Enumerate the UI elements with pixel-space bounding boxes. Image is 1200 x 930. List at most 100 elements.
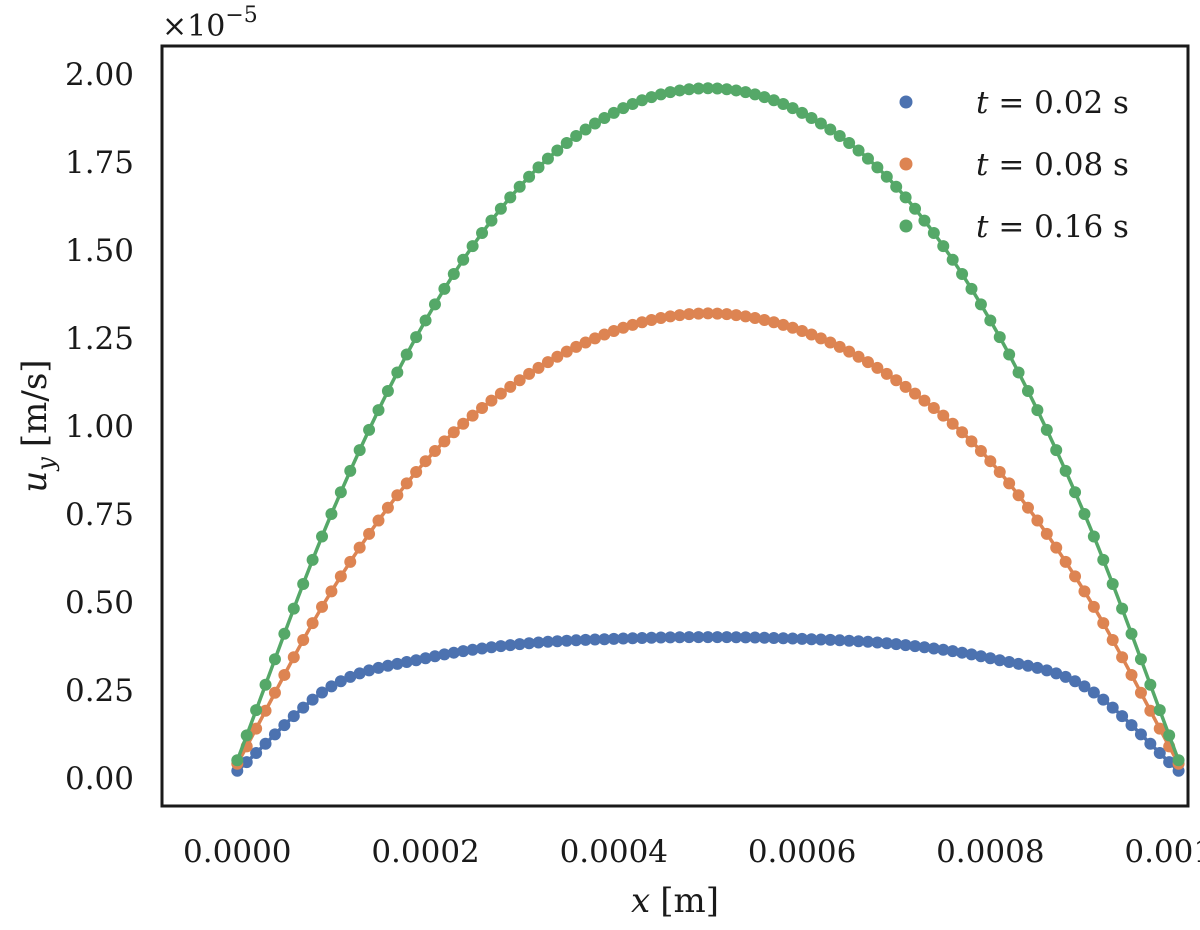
data-point xyxy=(598,328,611,341)
data-point xyxy=(1106,701,1119,714)
data-point xyxy=(353,541,366,554)
series-line xyxy=(236,635,1180,773)
series-line xyxy=(235,86,1181,761)
data-point xyxy=(1153,704,1166,717)
x-tick-label: 0.0002 xyxy=(371,834,479,870)
data-point xyxy=(344,670,357,683)
data-point xyxy=(626,632,639,645)
legend-marker xyxy=(899,95,913,109)
series-line xyxy=(235,311,1181,765)
data-point xyxy=(852,350,865,363)
data-point xyxy=(476,227,489,240)
data-point xyxy=(588,633,601,646)
data-point xyxy=(334,570,347,583)
y-axis-unit: [m/s] xyxy=(15,359,55,447)
data-point xyxy=(250,722,263,735)
x-tick-label: 0.0010 xyxy=(1124,834,1200,870)
data-point xyxy=(268,728,281,741)
data-point xyxy=(1012,366,1025,379)
data-point xyxy=(739,86,752,99)
data-point xyxy=(1040,664,1053,677)
data-point xyxy=(1078,680,1091,693)
data-point xyxy=(927,227,940,240)
data-point xyxy=(974,650,987,663)
data-point xyxy=(410,466,423,479)
data-point xyxy=(381,385,394,398)
legend-item: t = 0.16 s xyxy=(899,209,1129,245)
data-point xyxy=(560,345,573,358)
y-tick-label: 1.50 xyxy=(65,233,134,269)
data-point xyxy=(438,648,451,661)
data-point xyxy=(786,321,799,334)
data-point xyxy=(1059,670,1072,683)
data-point xyxy=(1087,530,1100,543)
data-point xyxy=(287,710,300,723)
y-axis-symbol: u xyxy=(15,471,55,493)
data-point xyxy=(391,657,404,670)
data-point xyxy=(636,631,649,644)
data-point xyxy=(1040,423,1053,436)
data-point xyxy=(523,637,536,650)
x-axis-unit: [m] xyxy=(660,881,719,921)
data-point xyxy=(909,387,922,400)
data-point xyxy=(654,88,667,101)
data-point xyxy=(852,144,865,157)
y-tick-label: 0.50 xyxy=(65,585,134,621)
data-point xyxy=(749,312,762,325)
data-point xyxy=(1144,737,1157,750)
data-point xyxy=(767,316,780,329)
data-point xyxy=(1078,507,1091,520)
legend: t = 0.02 s t = 0.08 s t = 0.16 s xyxy=(899,85,1129,245)
data-point xyxy=(316,530,329,543)
data-point xyxy=(570,129,583,142)
data-point xyxy=(250,704,263,717)
data-point xyxy=(344,555,357,568)
data-point xyxy=(240,729,253,742)
data-point xyxy=(485,641,498,654)
data-point xyxy=(287,602,300,615)
data-point xyxy=(861,635,874,648)
data-point xyxy=(306,693,319,706)
data-point xyxy=(1040,527,1053,540)
y-tick-label: 0.00 xyxy=(65,761,134,797)
data-point xyxy=(372,514,385,527)
data-point xyxy=(1059,555,1072,568)
data-point xyxy=(428,444,441,457)
data-point xyxy=(946,645,959,658)
data-point xyxy=(1106,633,1119,646)
data-point xyxy=(890,374,903,387)
data-point xyxy=(1172,754,1185,767)
x-axis-symbol: x xyxy=(631,881,650,921)
data-point xyxy=(1134,653,1147,666)
data-point xyxy=(598,111,611,124)
data-point xyxy=(1144,704,1157,717)
data-point xyxy=(428,298,441,311)
data-point xyxy=(786,102,799,115)
data-point xyxy=(824,123,837,136)
data-point xyxy=(541,356,554,369)
data-point xyxy=(551,635,564,648)
y-offset-exponent: −5 xyxy=(225,3,257,28)
data-point xyxy=(363,423,376,436)
data-point xyxy=(993,466,1006,479)
data-point xyxy=(1125,668,1138,681)
data-point xyxy=(918,214,931,227)
data-point xyxy=(852,635,865,648)
data-point xyxy=(325,585,338,598)
data-point xyxy=(579,123,592,136)
data-point xyxy=(1116,602,1129,615)
data-point xyxy=(353,667,366,680)
data-point xyxy=(654,631,667,644)
data-point xyxy=(457,417,470,430)
data-point xyxy=(297,577,310,590)
data-point xyxy=(588,332,601,345)
data-point xyxy=(1012,489,1025,502)
data-point xyxy=(927,401,940,414)
data-point xyxy=(1003,656,1016,669)
legend-label: t = 0.02 s xyxy=(976,85,1129,121)
data-point xyxy=(993,654,1006,667)
data-point xyxy=(466,409,479,422)
data-point xyxy=(400,656,413,669)
data-point xyxy=(447,268,460,281)
data-point xyxy=(457,253,470,266)
